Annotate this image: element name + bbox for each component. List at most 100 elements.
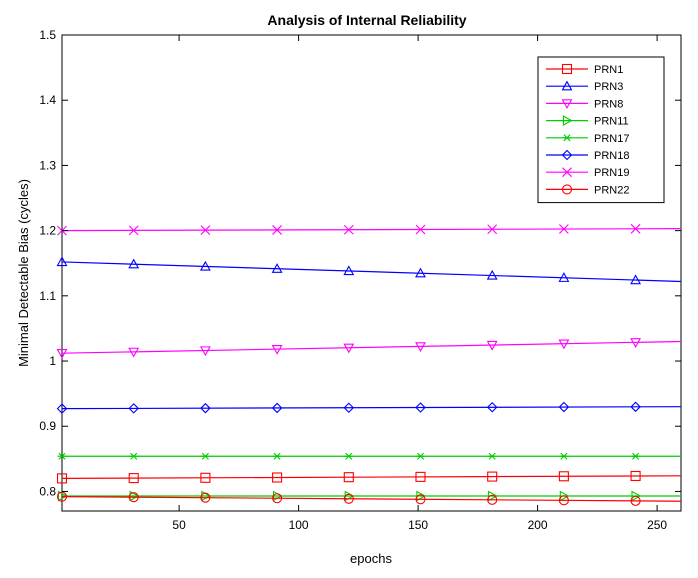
data-point bbox=[487, 452, 497, 460]
data-point bbox=[487, 471, 498, 482]
data-point bbox=[486, 340, 498, 351]
data-point bbox=[128, 403, 139, 414]
data-point bbox=[487, 494, 498, 505]
data-point bbox=[559, 452, 569, 460]
legend-marker bbox=[561, 80, 573, 91]
data-point bbox=[343, 402, 355, 413]
legend: PRN1 PRN3 PRN8 PRN11 PRN17 PRN18 PRN19 PRN22 bbox=[537, 56, 665, 204]
legend-item: PRN17 bbox=[546, 133, 629, 145]
data-point bbox=[415, 342, 426, 353]
series-prn19 bbox=[57, 223, 682, 236]
data-point bbox=[129, 452, 139, 460]
x-tick-label: 100 bbox=[289, 518, 309, 532]
legend-marker bbox=[561, 63, 573, 75]
legend-label: PRN3 bbox=[594, 81, 623, 93]
data-point bbox=[415, 402, 426, 413]
data-point bbox=[630, 495, 641, 506]
series-line-prn18 bbox=[61, 406, 682, 410]
legend-marker bbox=[562, 115, 573, 127]
data-point bbox=[630, 470, 641, 482]
data-point bbox=[199, 346, 211, 357]
data-point bbox=[343, 493, 354, 504]
x-tick-label: 50 bbox=[172, 518, 186, 532]
data-point bbox=[56, 473, 68, 484]
legend-label: PRN17 bbox=[594, 133, 629, 145]
legend-item: PRN1 bbox=[546, 63, 623, 76]
legend-label: PRN8 bbox=[594, 98, 623, 110]
data-point bbox=[200, 492, 211, 503]
data-point bbox=[200, 225, 211, 236]
data-point bbox=[559, 490, 570, 502]
data-point bbox=[56, 491, 68, 502]
data-point bbox=[200, 472, 211, 483]
data-point bbox=[344, 452, 354, 460]
series-prn17 bbox=[57, 452, 681, 460]
series-line-prn3 bbox=[61, 261, 682, 283]
data-point bbox=[630, 274, 642, 285]
data-point bbox=[271, 263, 283, 273]
data-point bbox=[630, 338, 642, 348]
data-point bbox=[415, 267, 426, 278]
legend-item: PRN3 bbox=[546, 80, 623, 93]
data-point bbox=[271, 402, 283, 414]
x-tick-label: 250 bbox=[647, 518, 667, 532]
legend-item: PRN19 bbox=[546, 167, 629, 179]
data-point bbox=[56, 256, 68, 267]
legend-label: PRN1 bbox=[594, 64, 623, 76]
legend-marker bbox=[561, 184, 573, 195]
data-point bbox=[415, 471, 426, 482]
data-point bbox=[199, 260, 211, 271]
legend-label: PRN22 bbox=[594, 184, 629, 196]
y-tick-label: 0.9 bbox=[39, 419, 56, 433]
data-point bbox=[272, 493, 283, 504]
legend-label: PRN19 bbox=[594, 167, 629, 179]
y-axis-label: Minimal Detectable Bias (cycles) bbox=[16, 179, 31, 367]
data-point bbox=[271, 344, 283, 355]
series-prn18 bbox=[56, 401, 682, 414]
data-point bbox=[558, 471, 569, 482]
data-point bbox=[343, 343, 355, 354]
legend-item: PRN8 bbox=[546, 98, 623, 110]
series-line-prn22 bbox=[61, 496, 682, 502]
y-tick-label: 0.8 bbox=[39, 484, 56, 498]
legend-item: PRN11 bbox=[546, 115, 629, 128]
series-prn22 bbox=[56, 491, 682, 506]
data-point bbox=[272, 472, 283, 483]
data-point bbox=[272, 225, 282, 235]
data-point bbox=[631, 490, 642, 502]
data-point bbox=[200, 452, 210, 460]
data-point bbox=[128, 473, 139, 484]
legend-marker bbox=[562, 134, 572, 142]
data-point bbox=[272, 452, 282, 460]
data-point bbox=[415, 452, 425, 460]
legend-item: PRN22 bbox=[546, 184, 629, 196]
data-point bbox=[200, 402, 211, 414]
x-axis-label: epochs bbox=[350, 551, 392, 566]
chart-title: Analysis of Internal Reliability bbox=[267, 12, 466, 28]
data-point bbox=[57, 452, 67, 460]
series-prn8 bbox=[56, 338, 682, 359]
x-tick-label: 150 bbox=[408, 518, 428, 532]
data-point bbox=[129, 490, 140, 502]
series-line-prn1 bbox=[61, 475, 682, 479]
data-point bbox=[56, 403, 68, 414]
series-prn3 bbox=[56, 256, 682, 285]
data-point bbox=[128, 347, 140, 358]
y-tick-label: 1.2 bbox=[39, 224, 56, 238]
data-point bbox=[343, 265, 355, 276]
legend-label: PRN11 bbox=[594, 116, 629, 128]
y-tick-label: 1 bbox=[49, 354, 56, 368]
data-point bbox=[630, 223, 641, 234]
data-point bbox=[128, 225, 139, 236]
series-layer bbox=[56, 223, 682, 506]
data-point bbox=[343, 224, 354, 235]
data-point bbox=[56, 349, 68, 359]
data-point bbox=[558, 339, 570, 350]
series-line-prn19 bbox=[61, 228, 682, 232]
data-point bbox=[558, 401, 570, 413]
data-point bbox=[559, 224, 569, 234]
data-point bbox=[631, 452, 641, 460]
data-point bbox=[558, 272, 570, 282]
series-line-prn8 bbox=[61, 340, 682, 354]
